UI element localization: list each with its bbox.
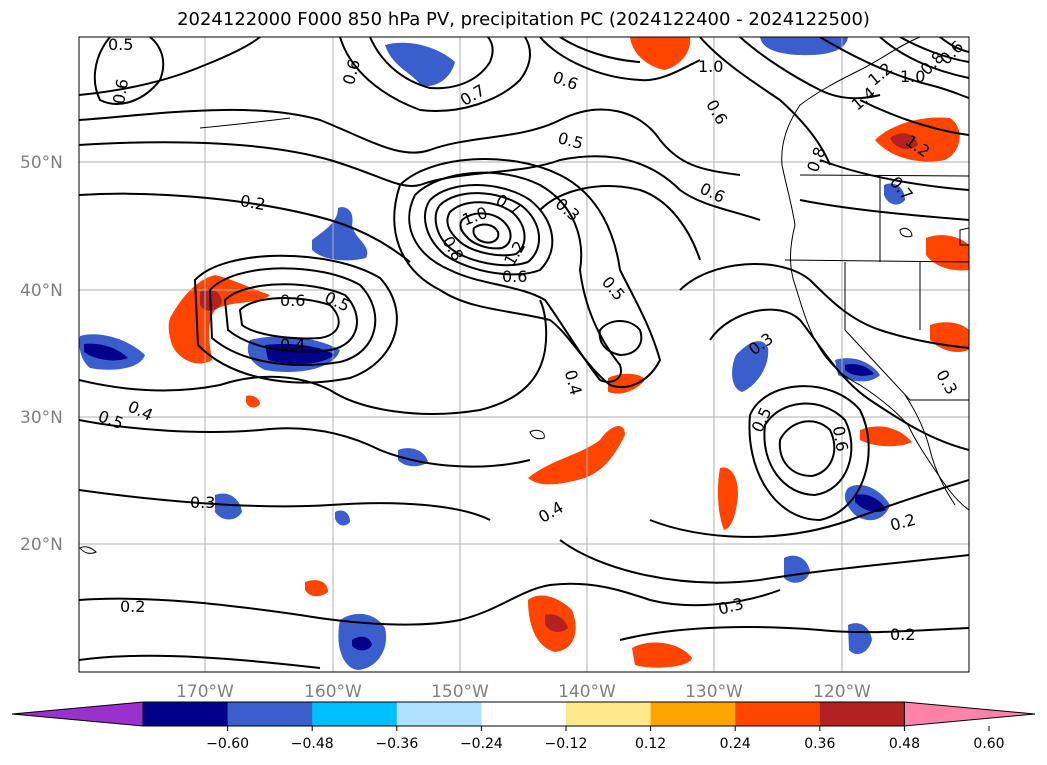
colorbar-tick-label: −0.60 [206,736,249,752]
colorbar-swatch [819,702,905,726]
colorbar-swatch [396,702,482,726]
lon-label-140w: 140°W [558,682,616,702]
latitude-labels: 50°N 40°N 30°N 20°N [20,153,63,555]
map-frame [78,36,970,673]
contour-label: 1.0 [698,57,723,76]
contour-label-group: 0.5 0.6 0.6 0.7 0.6 1.0 0.8 0.6 1.2 1.4 … [96,35,968,644]
contour-label: 0.6 [829,425,852,453]
lat-label-30n: 30°N [20,408,63,428]
colorbar-tick-label: 0.24 [720,736,751,752]
colorbar-swatch [735,702,821,726]
lon-label-120w: 120°W [813,682,871,702]
lon-label-130w: 130°W [685,682,743,702]
colorbar-tick-label: 0.60 [973,736,1004,752]
lat-label-20n: 20°N [20,535,63,555]
colorbar-swatches [11,701,1036,727]
lon-label-170w: 170°W [176,682,234,702]
colorbar-tick-label: 0.36 [804,736,835,752]
coastlines [79,37,969,554]
colorbar-tick-label: −0.48 [291,736,334,752]
colorbar-tick-label: 0.12 [635,736,666,752]
lat-label-50n: 50°N [20,153,63,173]
contour-label: 0.2 [120,597,145,616]
colorbar-ticks: −0.60 −0.48 −0.36 −0.24 −0.12 0.12 0.24 0.36 0.4… [206,726,1005,752]
contour-label: 0.5 [108,35,133,54]
longitude-labels: 170°W 160°W 150°W 140°W 130°W 120°W [176,682,871,702]
colorbar-swatch [481,702,567,726]
lon-label-150w: 150°W [431,682,489,702]
contour-label: 0.6 [502,267,527,286]
contour-label: 1.0 [900,67,925,86]
contour-label: 0.4 [280,335,305,354]
precipitation-shading [79,37,969,670]
colorbar: −0.60 −0.48 −0.36 −0.24 −0.12 0.12 0.24 0.36 0.4… [11,701,1036,752]
lon-label-160w: 160°W [304,682,362,702]
colorbar-extend-high [903,701,1036,727]
pv-contours [79,37,969,669]
colorbar-swatch [227,702,313,726]
colorbar-extend-low [11,701,144,727]
colorbar-tick-label: −0.24 [460,736,503,752]
contour-label: 0.6 [109,77,132,105]
colorbar-tick-label: −0.36 [375,736,418,752]
contour-label: 0.3 [190,493,215,512]
map-title: 2024122000 F000 850 hPa PV, precipitatio… [177,9,870,30]
colorbar-outline [142,701,905,727]
lat-label-40n: 40°N [20,281,63,301]
colorbar-swatch [143,702,229,726]
contour-label: 0.2 [239,191,267,214]
colorbar-swatch [650,702,736,726]
colorbar-swatch [566,702,652,726]
contour-label: 0.2 [890,625,915,644]
map-plot-area [79,37,969,672]
colorbar-tick-label: 0.48 [889,736,920,752]
contour-label: 0.6 [280,291,305,310]
colorbar-tick-label: −0.12 [545,736,588,752]
colorbar-swatch [312,702,398,726]
